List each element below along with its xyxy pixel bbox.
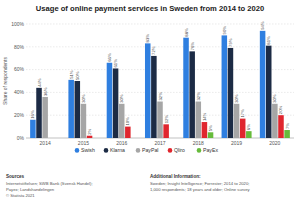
bar — [30, 120, 36, 138]
data-label: 61% — [113, 59, 118, 68]
data-label: 32% — [158, 92, 163, 101]
legend: Swish Klarna PayPal Qliro PayEx — [75, 147, 219, 153]
bar — [163, 124, 169, 138]
bar — [75, 81, 81, 138]
legend-label: PayEx — [203, 147, 218, 153]
legend-swatch — [197, 148, 202, 153]
data-label: 30% — [234, 94, 239, 103]
data-label: 44% — [37, 78, 42, 87]
bar — [36, 88, 42, 138]
bar — [113, 68, 119, 138]
y-tick-label: 80% — [14, 44, 25, 50]
x-tick-label: 2020 — [269, 140, 280, 146]
data-label: 94% — [260, 21, 265, 30]
data-label: 16% — [30, 110, 35, 119]
y-tick-label: 20% — [14, 112, 25, 118]
x-tick-label: 2016 — [116, 140, 127, 146]
info-text: Sweden; Insight Intelligence; Forrester;… — [150, 181, 249, 186]
info-text: 1,000 respondents; 18 years and older; O… — [150, 187, 251, 192]
y-tick-label: 40% — [14, 89, 25, 95]
source-text: Internetstiftelsen; SWB Bank (Svensk Han… — [6, 181, 93, 186]
bar — [157, 102, 163, 138]
y-axis-label: Share of respondents — [2, 57, 8, 105]
grid-line — [26, 69, 294, 70]
data-label: 30% — [81, 94, 86, 103]
y-tick-label: 100% — [11, 21, 24, 27]
data-label: 7% — [285, 123, 290, 129]
bar — [260, 31, 266, 138]
bar — [228, 48, 234, 138]
source-title: Sources — [6, 174, 25, 179]
bar — [234, 104, 240, 138]
bar — [196, 102, 202, 138]
bar — [246, 131, 252, 138]
data-label: 2% — [87, 128, 92, 134]
data-label: 66% — [107, 53, 112, 62]
bar — [42, 97, 48, 138]
bar — [68, 80, 74, 138]
x-tick-label: 2014 — [40, 140, 51, 146]
bar — [266, 46, 272, 138]
data-label: 30% — [119, 94, 124, 103]
data-label: 72% — [151, 46, 156, 55]
source-text: © Statista 2021 — [6, 193, 35, 198]
data-label: 30% — [272, 94, 277, 103]
grid-line — [26, 46, 294, 47]
bars — [30, 31, 290, 138]
data-label: 51% — [69, 70, 74, 79]
bar — [272, 104, 278, 138]
bar — [222, 35, 228, 138]
title: Usage of online payment services in Swed… — [36, 4, 264, 13]
bar — [208, 132, 214, 138]
data-label: 79% — [228, 38, 233, 47]
source-text: Payex; Landshandelingen — [6, 187, 55, 192]
legend-label: Swish — [81, 147, 95, 153]
data-label: 81% — [266, 36, 271, 45]
x-tick-label: 2018 — [193, 140, 204, 146]
bar — [81, 104, 87, 138]
bar — [240, 119, 246, 138]
bar — [119, 104, 125, 138]
bar — [151, 56, 157, 138]
bar — [202, 122, 208, 138]
x-tick-label: 2015 — [78, 140, 89, 146]
data-label: 36% — [43, 87, 48, 96]
data-label: 90% — [222, 26, 227, 35]
bar — [284, 130, 290, 138]
bar — [125, 127, 131, 138]
x-tick-label: 2017 — [154, 140, 165, 146]
data-label: 14% — [202, 112, 207, 121]
bar — [87, 136, 93, 138]
bar — [278, 115, 284, 138]
data-label: 32% — [196, 92, 201, 101]
y-tick-label: 60% — [14, 66, 25, 72]
data-label: 88% — [184, 28, 189, 37]
data-label: 50% — [75, 71, 80, 80]
legend-swatch — [104, 148, 109, 153]
bar — [107, 63, 113, 138]
data-label: 6% — [246, 124, 251, 130]
legend-label: Klarna — [110, 147, 125, 153]
legend-swatch — [75, 148, 80, 153]
data-label: 5% — [208, 125, 213, 131]
data-label: 12% — [164, 115, 169, 124]
chart: Usage of online payment services in Swed… — [0, 0, 300, 223]
bar — [145, 43, 151, 138]
bar — [183, 38, 189, 138]
legend-swatch — [136, 148, 141, 153]
data-labels: 16% 44%36% 51%50% 30% 2% 66%61% 30% 10% 83%72% 32… — [30, 21, 289, 135]
data-label: 17% — [240, 109, 245, 118]
legend-swatch — [168, 148, 173, 153]
legend-label: PayPal — [142, 147, 158, 153]
y-tick-label: 0% — [17, 135, 25, 141]
x-tick-label: 2019 — [231, 140, 242, 146]
grid-line — [26, 24, 294, 25]
info-title: Additional Information: — [150, 174, 201, 179]
data-label: 76% — [190, 42, 195, 51]
data-label: 10% — [125, 117, 130, 126]
bar — [189, 51, 195, 138]
legend-label: Qliro — [174, 147, 185, 153]
data-label: 20% — [278, 106, 283, 115]
data-label: 83% — [145, 34, 150, 43]
